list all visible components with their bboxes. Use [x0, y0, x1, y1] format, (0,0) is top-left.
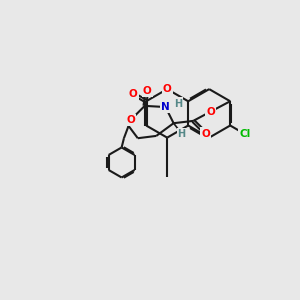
Text: Cl: Cl [240, 129, 251, 139]
Text: H: H [174, 99, 182, 109]
Text: N: N [161, 102, 170, 112]
Text: O: O [143, 86, 152, 96]
Text: O: O [202, 129, 210, 139]
Text: O: O [206, 107, 215, 117]
Text: O: O [127, 115, 135, 125]
Text: H: H [178, 129, 186, 139]
Text: O: O [163, 84, 172, 94]
Text: O: O [129, 89, 137, 99]
